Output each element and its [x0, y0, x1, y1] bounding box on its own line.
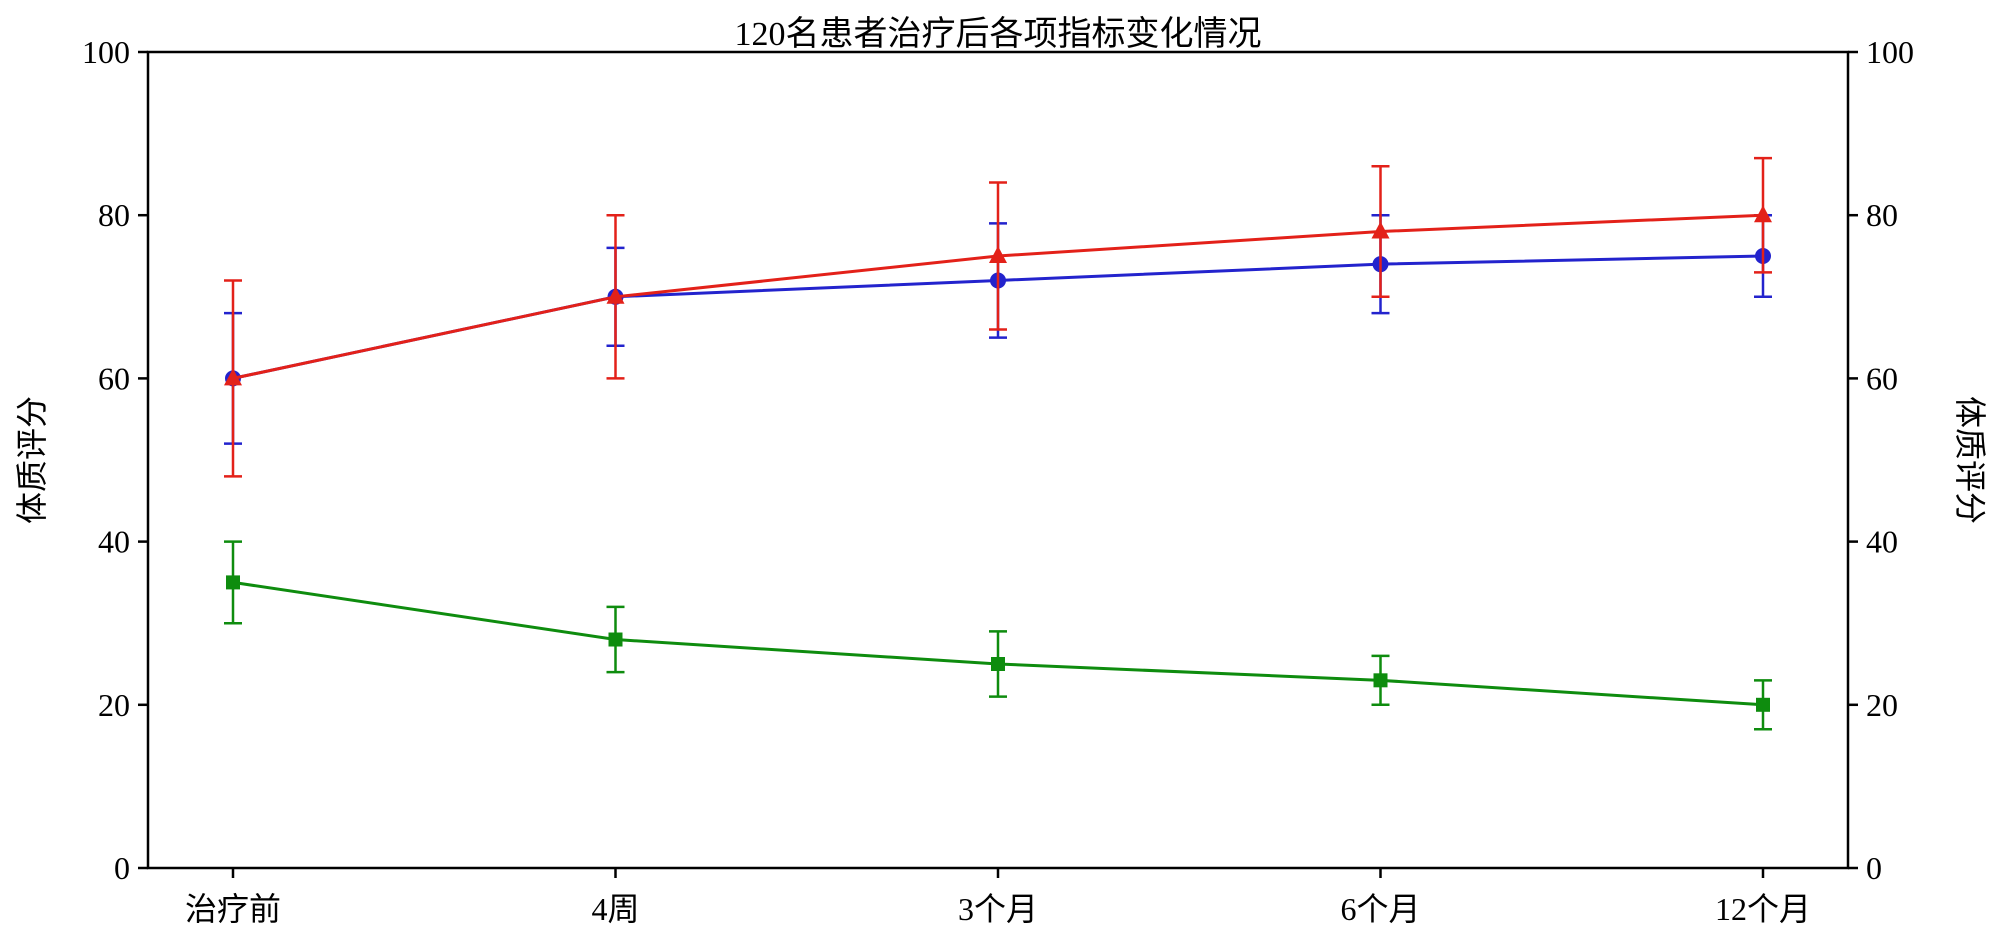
x-tick-label: 3个月: [958, 891, 1038, 927]
series-green-square-marker: [991, 657, 1005, 671]
series-red-triangle-marker: [1371, 221, 1390, 239]
y-tick-label-left: 80: [98, 197, 130, 233]
axes-frame: [146, 50, 1850, 870]
series-red-triangle-marker: [224, 368, 242, 386]
x-tick-label: 治疗前: [185, 891, 281, 927]
series-green-square-marker: [226, 575, 240, 590]
x-tick-label: 6个月: [1340, 891, 1420, 927]
y-tick-label-left: 0: [114, 850, 130, 886]
y-tick-label-right: 100: [1866, 34, 1914, 70]
y-tick-label-left: 40: [98, 524, 130, 560]
series-red-triangle-marker: [1754, 205, 1772, 223]
y-tick-label-right: 20: [1866, 687, 1898, 723]
x-tick-label: 12个月: [1715, 891, 1811, 927]
y-tick-label-left: 20: [98, 687, 130, 723]
series-green-square-marker: [608, 632, 623, 647]
series-red-triangle-marker: [989, 246, 1007, 263]
y-tick-label-left: 60: [98, 360, 130, 396]
series-green-square-marker: [1756, 697, 1770, 712]
x-tick-label: 4周: [591, 891, 639, 927]
y-tick-label-right: 80: [1866, 197, 1898, 233]
y-tick-label-right: 60: [1866, 360, 1898, 396]
chart-title: 120名患者治疗后各项指标变化情况: [734, 16, 1262, 53]
y-tick-label-right: 40: [1866, 524, 1898, 560]
y-tick-label-left: 100: [82, 34, 130, 70]
series-red-triangle-marker: [606, 286, 625, 304]
series-green-square-marker: [1373, 673, 1388, 688]
y-tick-label-right: 0: [1866, 850, 1882, 886]
